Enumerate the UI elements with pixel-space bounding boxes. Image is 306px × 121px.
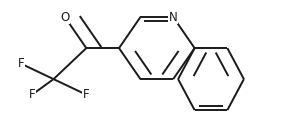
Text: N: N (169, 11, 177, 23)
Text: F: F (29, 88, 35, 101)
Text: F: F (83, 88, 90, 101)
Text: O: O (60, 11, 69, 23)
Text: F: F (17, 57, 24, 70)
